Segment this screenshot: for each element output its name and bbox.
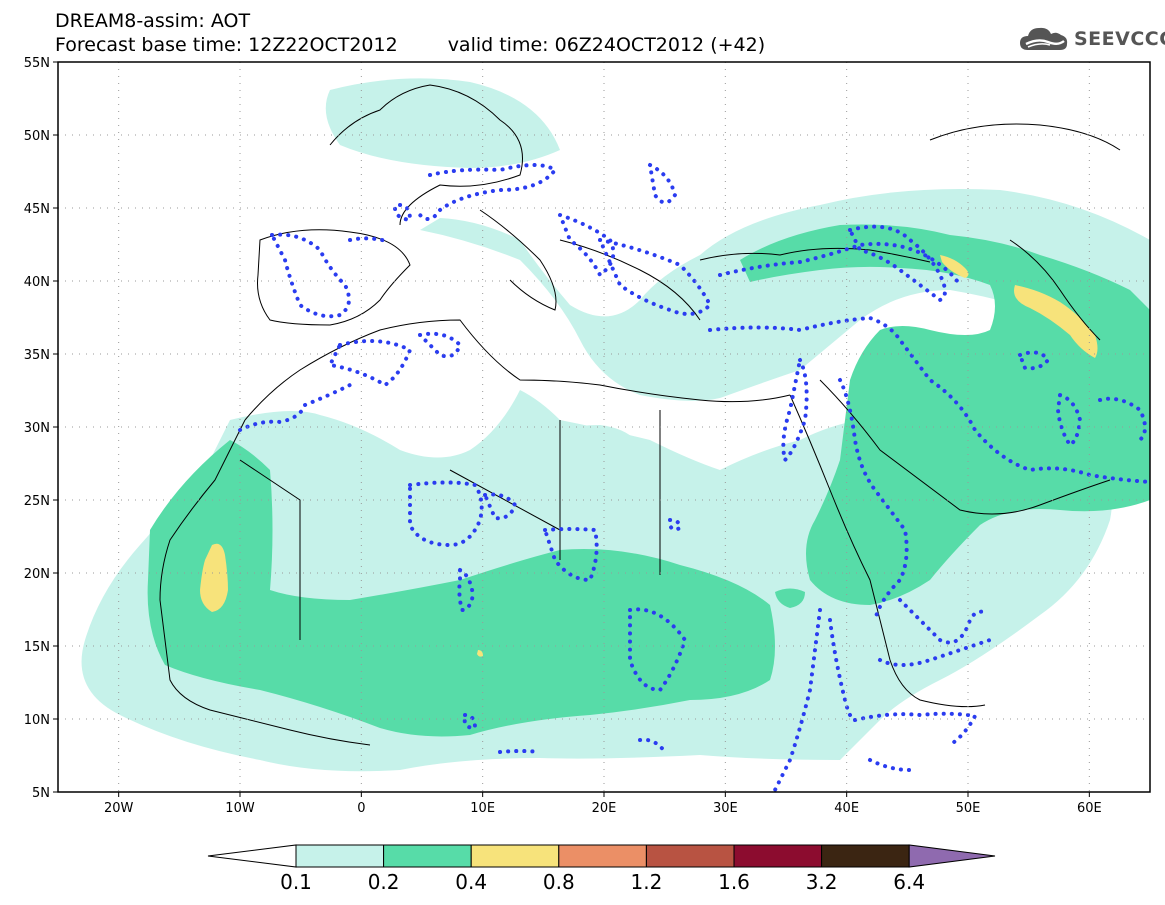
colorbar-label: 0.2 [368,870,400,894]
map-area [58,62,1150,792]
colorbar-label: 6.4 [893,870,925,894]
aot-contours [238,161,1150,792]
colorbar-segment [295,844,385,868]
lat-label: 25N [24,494,50,509]
cloud-icon [1020,27,1068,50]
lat-label: 15N [24,640,50,655]
lon-label: 10W [225,801,255,816]
lat-label: 30N [24,421,50,436]
colorbar-segment [470,844,560,868]
map-title: DREAM8-assim: AOT [55,10,251,32]
logo-text: SEEVCCC [1074,28,1165,50]
aot-0.2-region [147,224,1150,737]
lat-label: 55N [24,56,50,71]
colorbar-segment [558,844,647,868]
colorbar-segment [645,844,735,868]
lon-label: 30E [713,801,738,816]
base-time: Forecast base time: 12Z22OCT2012 [55,34,398,56]
lon-label: 40E [834,801,859,816]
lon-label: 10E [470,801,495,816]
lat-label: 20N [24,567,50,582]
lat-label: 5N [32,786,50,801]
lat-label: 50N [24,129,50,144]
colorbar-segments [207,844,996,868]
lat-label: 40N [24,275,50,290]
colorbar-label: 1.2 [630,870,662,894]
colorbar-label: 0.1 [280,870,312,894]
colorbar-segment [821,844,910,868]
aot-0.4-region [200,255,1098,657]
lat-label: 35N [24,348,50,363]
colorbar-label: 1.6 [718,870,750,894]
gridlines [58,62,1150,792]
forecast-times: Forecast base time: 12Z22OCT2012 valid ti… [55,34,765,56]
colorbar-labels: 0.1 0.2 0.4 0.8 1.2 1.6 3.2 6.4 [280,870,925,894]
logo: SEEVCCC [1018,22,1165,56]
lon-label: 20E [592,801,617,816]
coastlines [159,84,1121,746]
colorbar-over [908,844,996,868]
lon-label: 50E [956,801,981,816]
lon-label: 0 [357,801,365,816]
lon-label: 60E [1077,801,1102,816]
latitude-labels: 55N 50N 45N 40N 35N 30N 25N 20N 15N 10N 5N [24,56,50,801]
colorbar-label: 3.2 [806,870,838,894]
lat-label: 45N [24,202,50,217]
colorbar-segment [383,844,472,868]
lon-label: 20W [104,801,134,816]
colorbar-label: 0.8 [543,870,575,894]
lat-label: 10N [24,713,50,728]
axis-ticks [53,61,1090,797]
colorbar-label: 0.4 [455,870,487,894]
valid-time: valid time: 06Z24OCT2012 (+42) [447,34,766,56]
colorbar-segment [733,844,823,868]
longitude-labels: 20W 10W 0 10E 20E 30E 40E 50E 60E [104,801,1102,816]
colorbar-under [207,844,297,868]
